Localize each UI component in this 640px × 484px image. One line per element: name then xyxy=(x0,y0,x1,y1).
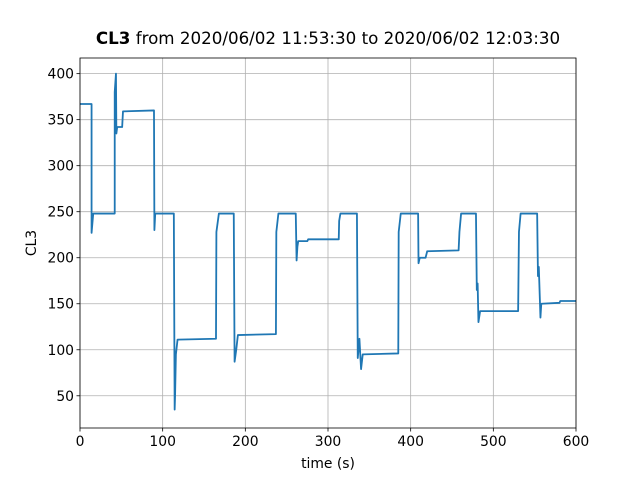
y-tick-label: 350 xyxy=(47,113,74,129)
title-name: CL3 xyxy=(96,28,131,48)
x-axis-label: time (s) xyxy=(301,456,355,472)
x-tick-label: 600 xyxy=(563,434,590,450)
x-tick-label: 0 xyxy=(76,434,85,450)
x-tick-label: 500 xyxy=(480,434,507,450)
y-tick-label: 300 xyxy=(47,159,74,175)
y-tick-label: 50 xyxy=(56,389,74,405)
y-tick-label: 150 xyxy=(47,297,74,313)
data-line xyxy=(80,72,576,411)
x-tick-label: 200 xyxy=(232,434,259,450)
y-tick-label: 100 xyxy=(47,343,74,359)
x-tick-label: 100 xyxy=(149,434,176,450)
chart-title: CL3 from 2020/06/02 11:53:30 to 2020/06/… xyxy=(96,28,560,48)
x-tick-label: 300 xyxy=(315,434,342,450)
plot-frame xyxy=(79,57,577,429)
y-tick-label: 250 xyxy=(47,205,74,221)
title-text: from 2020/06/02 11:53:30 to 2020/06/02 1… xyxy=(136,28,560,48)
y-tick-label: 200 xyxy=(47,251,74,267)
y-tick-label: 400 xyxy=(47,67,74,83)
y-axis-label: CL3 xyxy=(24,230,40,256)
x-tick-label: 400 xyxy=(397,434,424,450)
